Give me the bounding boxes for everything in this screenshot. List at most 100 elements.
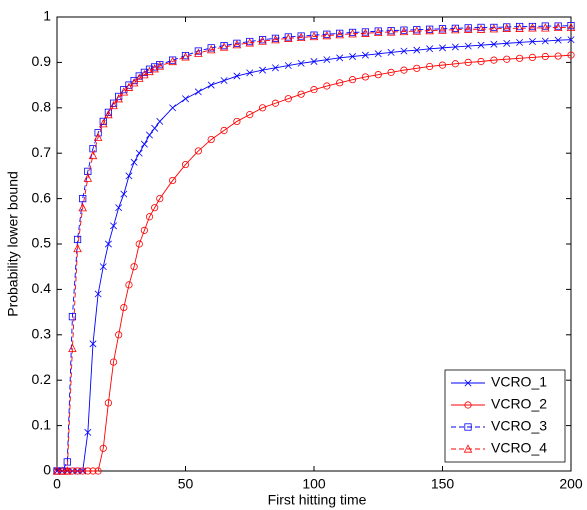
- marker: [438, 25, 447, 34]
- marker: [336, 54, 344, 62]
- y-axis-label: Probability lower bound: [5, 171, 21, 317]
- marker: [399, 26, 409, 36]
- marker: [322, 30, 332, 40]
- marker: [109, 358, 118, 366]
- marker: [232, 40, 242, 49]
- marker: [464, 58, 472, 67]
- marker: [94, 467, 102, 475]
- marker: [348, 76, 357, 84]
- marker: [516, 38, 524, 46]
- marker: [140, 140, 148, 148]
- marker: [207, 44, 215, 52]
- marker: [194, 88, 202, 96]
- marker: [219, 42, 229, 51]
- series-line: [57, 25, 572, 472]
- marker: [130, 158, 138, 166]
- marker: [374, 71, 382, 79]
- marker: [361, 28, 370, 37]
- x-tick-label: 0: [53, 476, 61, 492]
- marker: [120, 190, 128, 198]
- legend: VCRO_1 VCRO_2 VCRO_3 VCRO_4: [444, 369, 566, 463]
- marker: [194, 147, 202, 155]
- marker: [169, 176, 177, 185]
- marker: [309, 31, 319, 41]
- marker: [83, 173, 93, 182]
- marker: [271, 64, 279, 72]
- marker: [52, 466, 62, 475]
- marker: [541, 52, 549, 61]
- y-tick-label: 0.4: [32, 280, 52, 296]
- marker: [73, 235, 82, 244]
- marker: [284, 95, 292, 103]
- marker: [78, 203, 87, 212]
- marker: [348, 29, 357, 38]
- series-line: [57, 54, 572, 472]
- legend-label: VCRO_2: [491, 396, 547, 412]
- marker: [155, 61, 165, 70]
- marker: [89, 467, 97, 475]
- marker: [194, 47, 202, 55]
- marker: [73, 243, 82, 253]
- marker: [476, 24, 486, 33]
- y-tick-label: 0.8: [32, 99, 52, 115]
- marker: [528, 53, 537, 62]
- marker: [207, 81, 215, 89]
- y-tick-label: 1: [43, 8, 51, 24]
- marker: [246, 69, 254, 77]
- marker: [271, 99, 280, 107]
- y-tick-label: 0: [43, 462, 51, 478]
- marker: [125, 172, 133, 180]
- marker: [99, 117, 107, 126]
- marker: [181, 160, 190, 169]
- x-tick-label: 100: [302, 476, 326, 492]
- x-tick-label: 200: [559, 476, 583, 492]
- marker: [114, 94, 123, 103]
- marker: [104, 399, 113, 407]
- marker: [93, 132, 103, 141]
- marker: [567, 36, 575, 44]
- y-tick-label: 0.6: [32, 189, 52, 205]
- marker: [386, 27, 396, 36]
- legend-box: [444, 369, 566, 463]
- marker: [115, 204, 123, 212]
- marker: [151, 204, 159, 212]
- marker: [426, 45, 434, 53]
- marker: [400, 66, 408, 74]
- marker: [245, 38, 255, 47]
- marker: [259, 66, 267, 74]
- marker: [464, 423, 472, 431]
- marker: [88, 150, 98, 160]
- marker: [451, 25, 460, 34]
- marker: [541, 37, 549, 45]
- marker: [284, 33, 293, 42]
- marker: [140, 226, 148, 234]
- marker: [135, 240, 143, 248]
- marker: [104, 109, 113, 119]
- marker: [374, 50, 382, 58]
- marker: [182, 95, 189, 103]
- marker: [490, 40, 498, 48]
- marker: [425, 25, 434, 35]
- series-line: [57, 26, 571, 472]
- marker: [246, 111, 254, 119]
- marker: [104, 108, 112, 116]
- marker: [168, 56, 177, 66]
- marker: [220, 77, 228, 85]
- marker: [94, 129, 102, 137]
- marker: [515, 54, 524, 62]
- marker: [310, 58, 318, 65]
- marker: [463, 444, 473, 453]
- marker: [73, 467, 82, 475]
- marker: [151, 124, 159, 132]
- marker: [110, 222, 118, 230]
- x-axis-label: First hitting time: [268, 492, 367, 508]
- marker: [258, 104, 267, 112]
- marker: [335, 30, 344, 39]
- marker: [310, 86, 318, 94]
- marker: [125, 281, 133, 289]
- marker: [84, 467, 92, 475]
- marker: [194, 48, 203, 57]
- marker: [120, 303, 128, 312]
- marker: [206, 45, 216, 54]
